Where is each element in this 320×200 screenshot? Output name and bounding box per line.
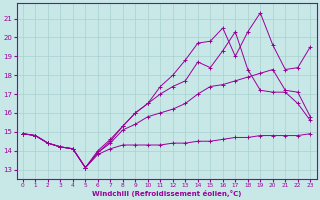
X-axis label: Windchill (Refroidissement éolien,°C): Windchill (Refroidissement éolien,°C) [92, 190, 241, 197]
